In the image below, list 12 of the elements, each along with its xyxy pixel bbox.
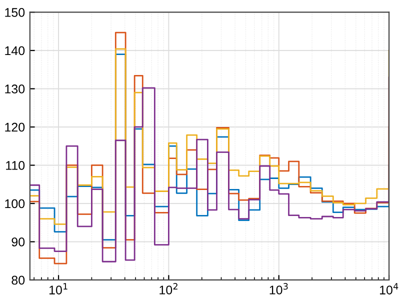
y-tick-label: 100	[5, 199, 25, 208]
y-tick-label: 80	[12, 276, 25, 285]
x-tick-label: 10$^{4}$	[380, 283, 398, 294]
y-tick-label: 140	[5, 46, 25, 56]
y-tick-label: 90	[12, 238, 25, 246]
y-tick-label: 150	[5, 8, 25, 17]
y-tick-label: 130	[5, 84, 25, 94]
y-tick-label: 110	[6, 161, 25, 170]
x-tick-label: 10$^{3}$	[270, 283, 288, 294]
x-tick-label: 10$^{2}$	[160, 283, 178, 294]
x-tick-label: 10$^{1}$	[49, 283, 68, 294]
y-tick-label: 120	[5, 122, 25, 132]
